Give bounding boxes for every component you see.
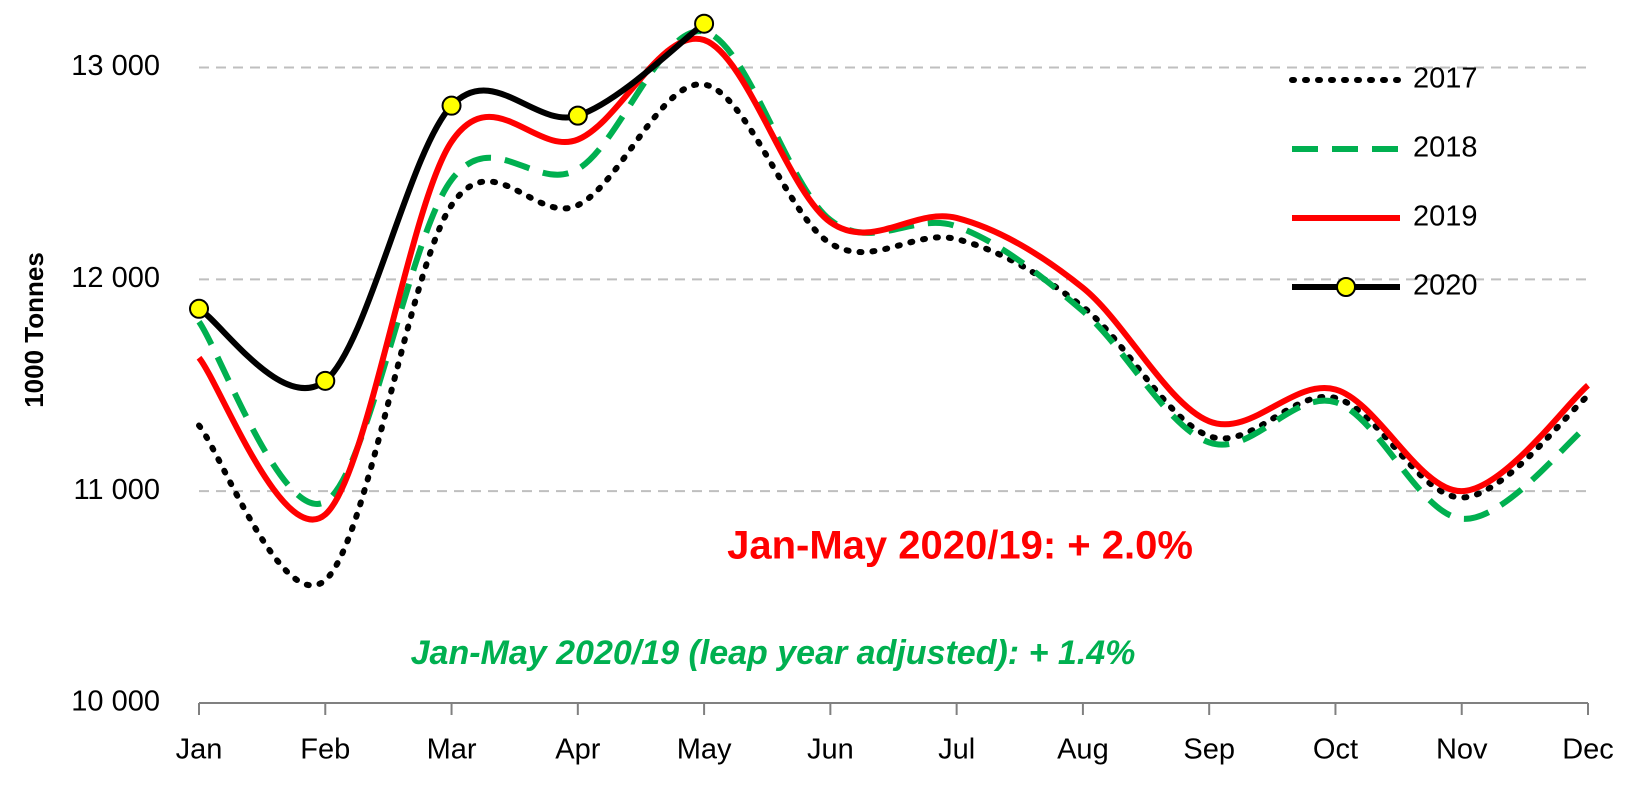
x-tick-label: May [677, 734, 732, 766]
legend-marker [1336, 277, 1356, 297]
series-line [197, 21, 706, 392]
series-marker [315, 370, 336, 391]
series-marker [189, 298, 209, 319]
x-tick-label: Dec [1562, 734, 1614, 766]
y-axis-label: 1000 Tonnes [19, 252, 49, 408]
x-tick-label: Apr [555, 734, 600, 766]
x-tick-label: Feb [300, 734, 350, 766]
series-marker [694, 13, 715, 34]
annotation: Jan-May 2020/19: + 2.0% [727, 524, 1193, 568]
x-tick-label: Jul [938, 734, 975, 766]
legend-label: 2018 [1413, 132, 1478, 164]
x-tick-label: Oct [1313, 734, 1358, 766]
x-tick-label: Sep [1183, 734, 1235, 766]
y-tick-label: 10 000 [71, 686, 160, 718]
x-tick-label: Jun [807, 734, 854, 766]
series-marker [567, 105, 588, 126]
series-line [196, 35, 1590, 523]
series-line [196, 81, 1591, 589]
y-tick-label: 13 000 [71, 50, 160, 82]
y-tick-label: 12 000 [71, 262, 160, 294]
series-marker [441, 95, 462, 116]
legend-label: 2019 [1413, 201, 1478, 233]
x-tick-label: Aug [1057, 734, 1109, 766]
x-tick-label: Mar [427, 734, 477, 766]
legend-label: 2020 [1413, 270, 1478, 302]
x-tick-label: Nov [1436, 734, 1488, 766]
annotation: Jan-May 2020/19 (leap year adjusted): + … [411, 634, 1136, 672]
y-tick-label: 11 000 [73, 474, 160, 506]
x-tick-label: Jan [176, 734, 223, 766]
legend-label: 2017 [1413, 63, 1478, 95]
